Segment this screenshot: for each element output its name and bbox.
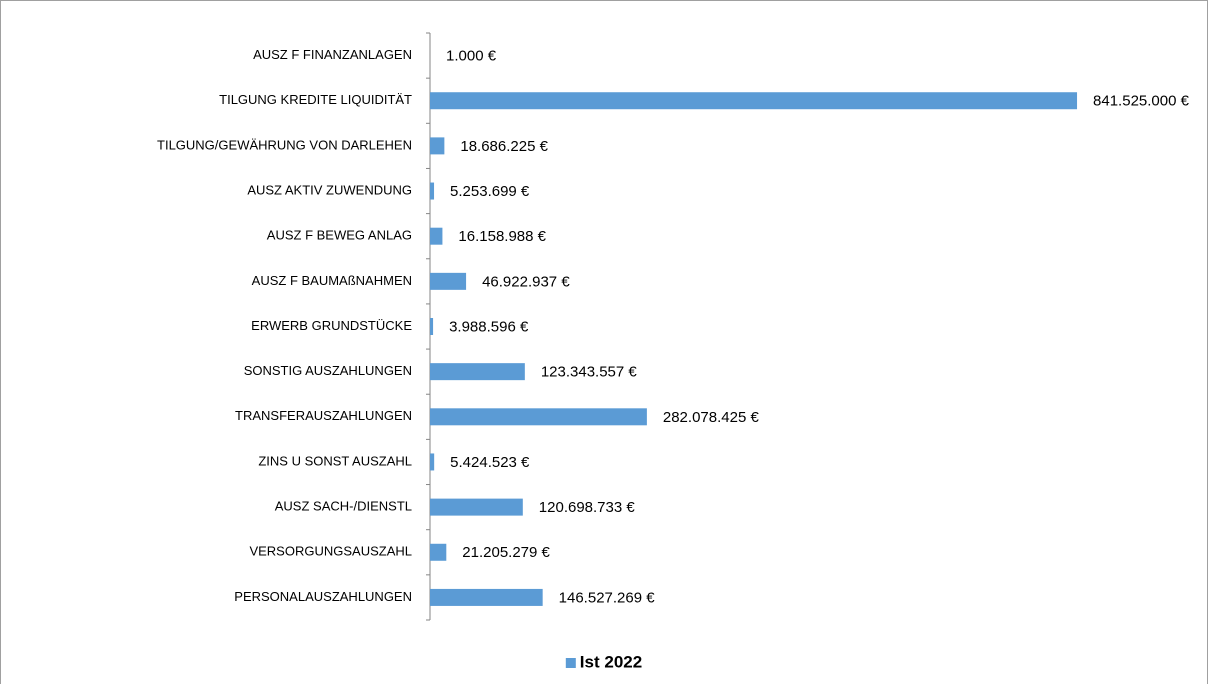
y-tick-label: AUSZ F BAUMAßNAHMEN: [252, 273, 412, 288]
y-tick-label: AUSZ SACH-/DIENSTL: [275, 499, 412, 514]
bar: [430, 588, 543, 606]
y-tick-label: TRANSFERAUSZAHLUNGEN: [235, 408, 412, 423]
bar: [430, 182, 435, 200]
value-label: 5.424.523 €: [450, 454, 530, 471]
value-label: 1.000 €: [446, 48, 497, 65]
bar: [430, 318, 434, 335]
value-label: 3.988.596 €: [449, 318, 529, 335]
bar: [430, 408, 647, 426]
bar: [430, 363, 525, 381]
bar: [430, 453, 435, 471]
value-label: 16.158.988 €: [458, 228, 546, 245]
value-label: 120.698.733 €: [539, 499, 636, 516]
y-tick-label: TILGUNG/GEWÄHRUNG VON DARLEHEN: [157, 137, 412, 152]
value-label: 46.922.937 €: [482, 273, 570, 290]
bar: [430, 137, 445, 155]
y-tick-label: TILGUNG KREDITE LIQUIDITÄT: [219, 92, 412, 107]
bar: [430, 272, 467, 290]
y-tick-label: PERSONALAUSZAHLUNGEN: [234, 589, 412, 604]
y-tick-label: AUSZ AKTIV ZUWENDUNG: [247, 182, 412, 197]
value-label: 146.527.269 €: [559, 589, 656, 606]
y-tick-label: ZINS U SONST AUSZAHL: [258, 453, 412, 468]
bar: [430, 543, 447, 561]
bar: [430, 498, 523, 516]
bar: [430, 92, 1078, 110]
y-tick-label: ERWERB GRUNDSTÜCKE: [251, 318, 412, 333]
y-tick-label: AUSZ F BEWEG ANLAG: [267, 228, 412, 243]
value-label: 123.343.557 €: [541, 364, 638, 381]
value-label: 21.205.279 €: [462, 544, 550, 561]
y-tick-label: VERSORGUNGSAUSZAHL: [249, 544, 412, 559]
legend-label: Ist 2022: [580, 652, 642, 671]
bar: [430, 227, 443, 245]
value-label: 5.253.699 €: [450, 183, 530, 200]
value-label: 282.078.425 €: [663, 409, 760, 426]
value-label: 18.686.225 €: [460, 138, 548, 155]
y-tick-label: AUSZ F FINANZANLAGEN: [253, 47, 412, 62]
legend-swatch: [565, 658, 576, 668]
y-tick-label: SONSTIG AUSZAHLUNGEN: [244, 363, 412, 378]
value-label: 841.525.000 €: [1093, 93, 1190, 110]
